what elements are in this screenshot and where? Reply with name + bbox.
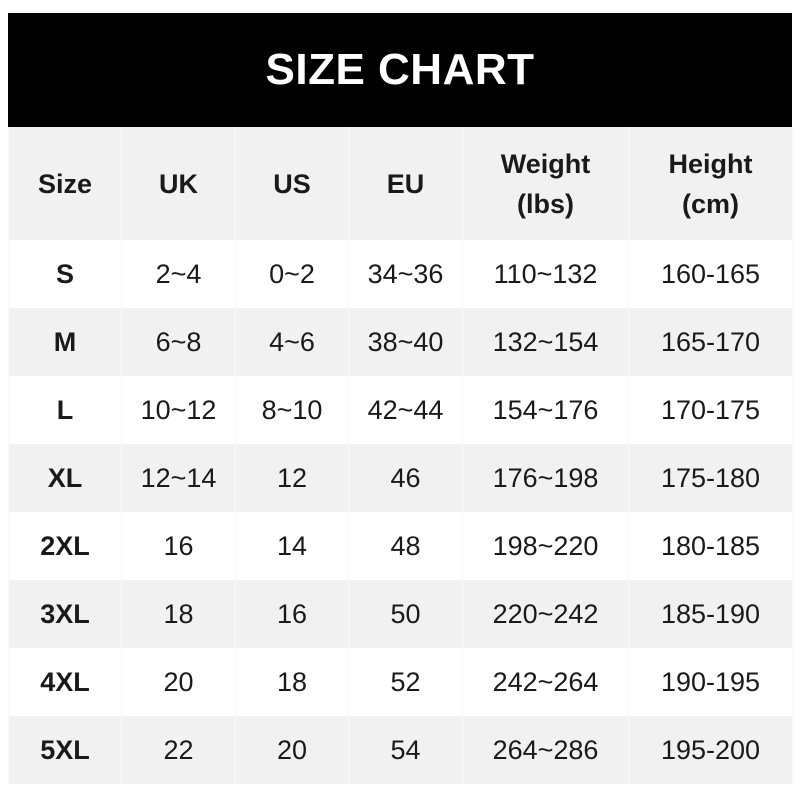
table-cell: 18 (121, 580, 236, 648)
table-cell: 20 (235, 716, 349, 784)
table-cell: 18 (235, 648, 349, 716)
size-cell: L (8, 376, 122, 444)
size-cell: 3XL (8, 580, 122, 648)
table-cell: 160-165 (628, 240, 793, 308)
column-header: US (235, 127, 349, 240)
table-cell: 132~154 (462, 308, 629, 376)
column-header: Size (8, 127, 122, 240)
size-cell: S (8, 240, 122, 308)
header-row: Size UK US EU Weight (lbs) Height (cm) (8, 127, 793, 240)
size-cell: 4XL (8, 648, 122, 716)
table-cell: 16 (235, 580, 349, 648)
table-cell: 2~4 (121, 240, 236, 308)
table-cell: 46 (348, 444, 463, 512)
table-row: 2XL 16 14 48 198~220 180-185 (8, 512, 793, 580)
table-row: 5XL 22 20 54 264~286 195-200 (8, 716, 793, 784)
table-cell: 195-200 (628, 716, 793, 784)
table-cell: 220~242 (462, 580, 629, 648)
table-cell: 20 (121, 648, 236, 716)
table-cell: 42~44 (348, 376, 463, 444)
table-cell: 154~176 (462, 376, 629, 444)
table-cell: 54 (348, 716, 463, 784)
table-cell: 10~12 (121, 376, 236, 444)
column-header: Weight (lbs) (462, 127, 629, 240)
table-row: L 10~12 8~10 42~44 154~176 170-175 (8, 376, 793, 444)
size-cell: XL (8, 444, 122, 512)
table-row: S 2~4 0~2 34~36 110~132 160-165 (8, 240, 793, 308)
table-cell: 185-190 (628, 580, 793, 648)
column-header: Height (cm) (628, 127, 793, 240)
table-row: 4XL 20 18 52 242~264 190-195 (8, 648, 793, 716)
table-cell: 170-175 (628, 376, 793, 444)
table-cell: 38~40 (348, 308, 463, 376)
table-cell: 48 (348, 512, 463, 580)
size-cell: 2XL (8, 512, 122, 580)
size-cell: 5XL (8, 716, 122, 784)
table-row: M 6~8 4~6 38~40 132~154 165-170 (8, 308, 793, 376)
table-cell: 8~10 (235, 376, 349, 444)
table-cell: 175-180 (628, 444, 793, 512)
table-cell: 0~2 (235, 240, 349, 308)
table-cell: 4~6 (235, 308, 349, 376)
size-cell: M (8, 308, 122, 376)
table-cell: 6~8 (121, 308, 236, 376)
table-cell: 165-170 (628, 308, 793, 376)
table-cell: 190-195 (628, 648, 793, 716)
table-cell: 16 (121, 512, 236, 580)
table-row: XL 12~14 12 46 176~198 175-180 (8, 444, 793, 512)
table-cell: 52 (348, 648, 463, 716)
table-cell: 242~264 (462, 648, 629, 716)
column-header: UK (121, 127, 236, 240)
size-chart: SIZE CHART Size UK US EU Weight (lbs) Height … (8, 13, 793, 784)
chart-title: SIZE CHART (8, 13, 792, 127)
table-cell: 264~286 (462, 716, 629, 784)
table-cell: 176~198 (462, 444, 629, 512)
table-cell: 50 (348, 580, 463, 648)
table-cell: 12 (235, 444, 349, 512)
table-row: 3XL 18 16 50 220~242 185-190 (8, 580, 793, 648)
table-cell: 22 (121, 716, 236, 784)
table-cell: 12~14 (121, 444, 236, 512)
table-cell: 14 (235, 512, 349, 580)
table-cell: 198~220 (462, 512, 629, 580)
table-cell: 110~132 (462, 240, 629, 308)
table-cell: 180-185 (628, 512, 793, 580)
table-cell: 34~36 (348, 240, 463, 308)
size-table: Size UK US EU Weight (lbs) Height (cm) S 2~4 0~… (8, 127, 793, 784)
column-header: EU (348, 127, 463, 240)
